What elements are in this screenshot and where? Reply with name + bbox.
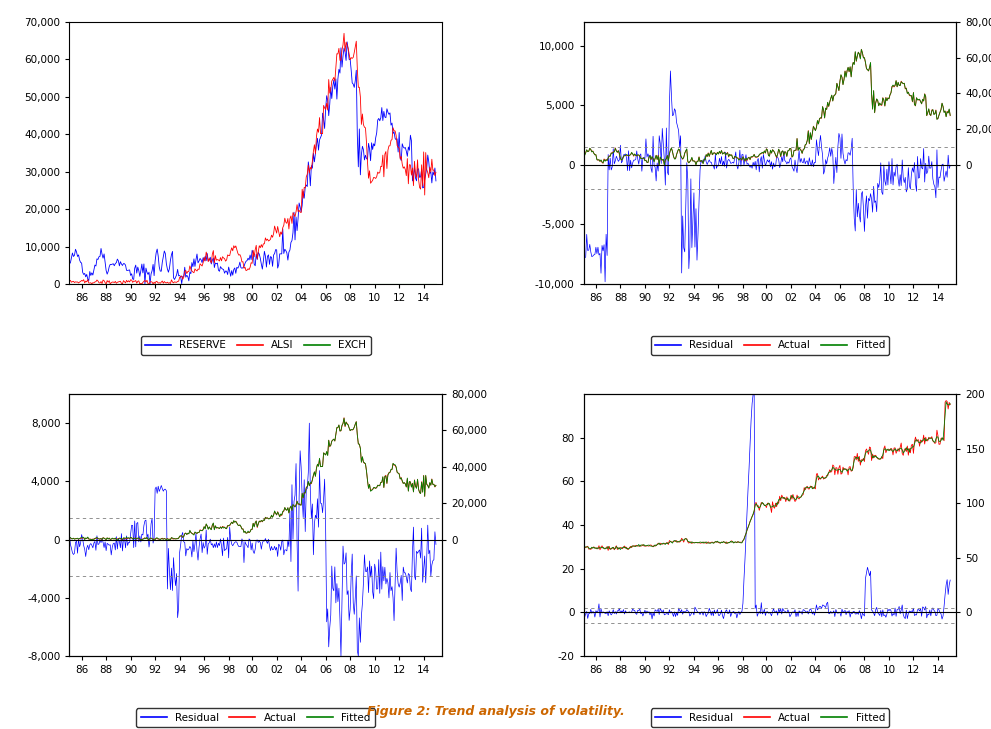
Legend: Residual, Actual, Fitted: Residual, Actual, Fitted bbox=[137, 709, 375, 727]
Text: Figure 2: Trend analysis of volatility.: Figure 2: Trend analysis of volatility. bbox=[367, 705, 624, 718]
Legend: RESERVE, ALSI, EXCH: RESERVE, ALSI, EXCH bbox=[141, 336, 371, 355]
Legend: Residual, Actual, Fitted: Residual, Actual, Fitted bbox=[651, 709, 889, 727]
Legend: Residual, Actual, Fitted: Residual, Actual, Fitted bbox=[651, 336, 889, 355]
